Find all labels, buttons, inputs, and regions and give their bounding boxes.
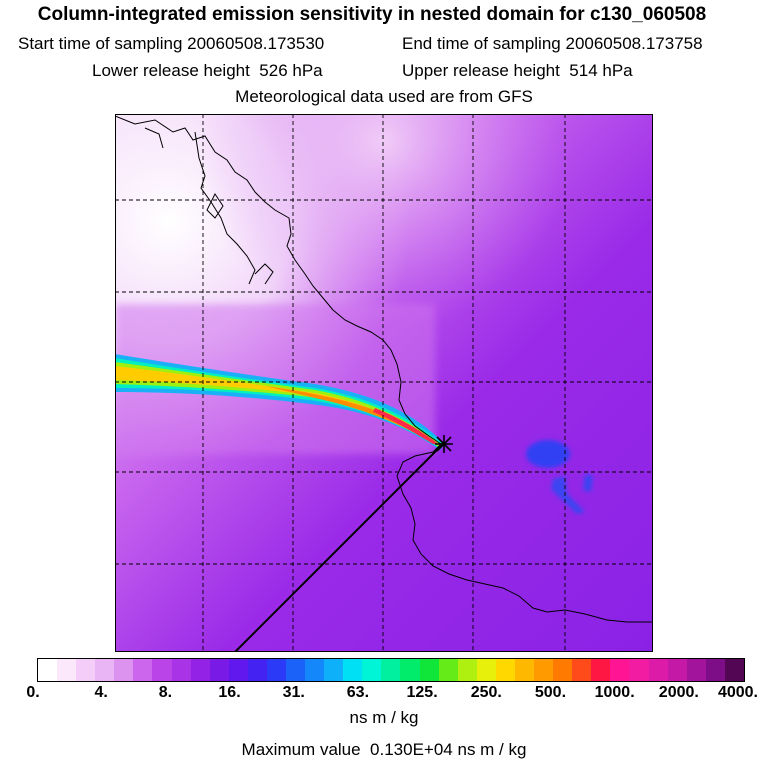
color-scale-swatch xyxy=(648,659,668,681)
color-scale-swatch xyxy=(133,659,153,681)
color-scale-tick-label: 0. xyxy=(26,684,40,701)
end-time: End time of sampling 20060508.173758 xyxy=(402,34,703,54)
lower-release-value: 526 hPa xyxy=(259,61,323,80)
end-time-value: 20060508.173758 xyxy=(565,34,703,53)
color-scale-unit: ns m / kg xyxy=(349,708,419,727)
color-scale-swatch xyxy=(438,659,458,681)
emission-plume xyxy=(115,354,445,450)
coastlines xyxy=(115,115,653,623)
color-scale-swatch xyxy=(38,659,58,681)
color-scale-swatch xyxy=(247,659,267,681)
start-time-label: Start time of sampling xyxy=(18,34,183,53)
color-scale-swatch xyxy=(457,659,477,681)
lower-release-height: Lower release height 526 hPa xyxy=(92,61,323,81)
color-scale-tick-label: 4000. xyxy=(717,684,758,701)
color-scale-tick-label: 16. xyxy=(218,684,241,701)
flight-track xyxy=(234,443,444,652)
maximum-value: Maximum value 0.130E+04 ns m / kg xyxy=(0,740,768,760)
map-title: Column-integrated emission sensitivity i… xyxy=(37,4,707,25)
color-scale-swatch xyxy=(476,659,496,681)
start-time-value: 20060508.173530 xyxy=(187,34,325,53)
color-scale-swatch xyxy=(76,659,96,681)
color-scale-swatch xyxy=(171,659,191,681)
color-scale-swatch xyxy=(381,659,401,681)
upper-release-label: Upper release height xyxy=(402,61,560,80)
map-frame xyxy=(115,114,653,652)
color-scale-tick-label: 4. xyxy=(94,684,108,701)
met-data-note: Meteorological data used are from GFS xyxy=(235,87,533,106)
color-scale-swatch xyxy=(190,659,210,681)
maximum-value-number: 0.130E+04 ns m / kg xyxy=(370,740,527,759)
color-scale-swatch xyxy=(305,659,325,681)
color-scale-swatch xyxy=(152,659,172,681)
color-scale-tick-label: 500. xyxy=(534,684,567,701)
sensitivity-map xyxy=(115,114,653,652)
upper-release-height: Upper release height 514 hPa xyxy=(402,61,633,81)
color-scale-tick-label: 8. xyxy=(158,684,173,701)
blue-patch xyxy=(526,440,593,514)
color-scale-swatch xyxy=(57,659,77,681)
end-time-label: End time of sampling xyxy=(402,34,561,53)
color-scale-swatch xyxy=(686,659,706,681)
color-scale-swatch xyxy=(362,659,382,681)
color-scale-swatch xyxy=(705,659,725,681)
color-scale-swatch xyxy=(95,659,115,681)
lower-release-label: Lower release height xyxy=(92,61,250,80)
maximum-value-label: Maximum value xyxy=(241,740,361,759)
color-scale-swatch xyxy=(400,659,420,681)
color-scale-tick-label: 1000. xyxy=(594,684,635,701)
color-scale-swatch xyxy=(209,659,229,681)
color-scale-swatch xyxy=(572,659,592,681)
release-point-marker xyxy=(435,435,453,453)
color-scale-swatch xyxy=(114,659,134,681)
color-scale-swatch xyxy=(553,659,573,681)
color-scale-tick-label: 31. xyxy=(282,684,305,701)
lat-lon-grid xyxy=(115,114,653,652)
color-scale-swatch xyxy=(667,659,687,681)
color-scale-tick-label: 2000. xyxy=(658,684,699,701)
color-scale-swatch xyxy=(266,659,287,681)
color-scale-tick-label: 125. xyxy=(406,684,438,701)
color-scale-swatch xyxy=(610,659,630,681)
color-scale-swatch xyxy=(343,659,363,681)
upper-release-value: 514 hPa xyxy=(569,61,633,80)
color-scale-swatch xyxy=(286,659,306,681)
color-scale-bar xyxy=(37,658,745,682)
color-scale-swatch xyxy=(324,659,344,681)
color-scale-swatch xyxy=(495,659,515,681)
color-scale-swatch xyxy=(514,659,535,681)
color-scale-swatch xyxy=(629,659,649,681)
color-scale-swatch xyxy=(724,659,744,681)
color-scale-tick-label: 250. xyxy=(470,684,502,701)
start-time: Start time of sampling 20060508.173530 xyxy=(18,34,324,54)
color-scale-swatch xyxy=(591,659,611,681)
color-scale-swatch xyxy=(228,659,248,681)
color-scale-swatch xyxy=(534,659,554,681)
color-scale-swatch xyxy=(419,659,439,681)
color-scale-tick-label: 63. xyxy=(346,684,370,701)
